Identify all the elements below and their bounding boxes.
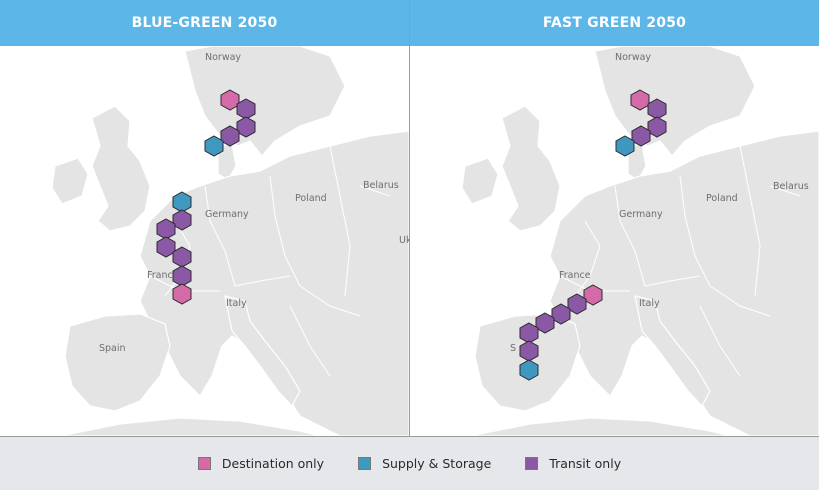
land-iberia — [64, 313, 171, 412]
land-scandinavia — [594, 46, 756, 157]
hex-transit[interactable] — [647, 116, 667, 138]
land-italy — [634, 295, 711, 408]
legend-swatch — [197, 457, 211, 470]
hex-destination[interactable] — [220, 89, 240, 111]
hex-destination[interactable] — [172, 283, 192, 305]
hex-transit[interactable] — [535, 312, 555, 334]
legend-label: Destination only — [221, 456, 325, 471]
label-ukraine: Uk — [399, 235, 409, 246]
label-norway: Norway — [205, 52, 241, 63]
land-britain — [91, 105, 151, 232]
hex-transit[interactable] — [519, 322, 539, 344]
label-germany: Germany — [205, 209, 249, 220]
hex-group-right — [519, 89, 667, 381]
europe-map[interactable]: Norway Belarus Poland Germany France Ita… — [410, 46, 819, 436]
label-belarus: Belarus — [363, 180, 399, 191]
hex-transit[interactable] — [647, 98, 667, 120]
land-italy — [224, 295, 301, 408]
panel-divider — [409, 0, 410, 436]
legend-swatch — [358, 457, 372, 470]
hex-transit[interactable] — [172, 246, 192, 268]
land-ireland — [51, 157, 89, 205]
panel-title: BLUE-GREEN 2050 — [0, 0, 409, 46]
hex-destination[interactable] — [583, 284, 603, 306]
map-svg: Norway Belarus Poland Germany France Ita… — [51, 46, 409, 436]
hex-transit[interactable] — [156, 236, 176, 258]
land-ireland — [461, 157, 499, 205]
hex-group-left — [156, 89, 256, 305]
hex-transit[interactable] — [172, 209, 192, 231]
label-poland: Poland — [295, 193, 327, 204]
label-spain: Spain — [99, 343, 126, 354]
label-france: France — [147, 270, 179, 281]
hex-transit[interactable] — [220, 125, 240, 147]
label-france: France — [559, 270, 591, 281]
hex-transit[interactable] — [236, 116, 256, 138]
land-north-africa — [59, 417, 321, 436]
map-svg: Norway Belarus Poland Germany France Ita… — [461, 46, 819, 436]
label-italy: Italy — [639, 298, 660, 309]
hex-destination[interactable] — [630, 89, 650, 111]
hex-supply[interactable] — [615, 135, 635, 157]
hex-supply[interactable] — [204, 135, 224, 157]
hex-transit[interactable] — [236, 98, 256, 120]
legend-item-transit: Transit only — [525, 456, 621, 471]
label-poland: Poland — [706, 193, 738, 204]
hex-transit[interactable] — [156, 218, 176, 240]
hex-transit[interactable] — [631, 125, 651, 147]
label-germany: Germany — [619, 209, 663, 220]
legend-label: Transit only — [549, 456, 622, 471]
legend: Destination only Supply & Storage Transi… — [0, 436, 819, 490]
legend-item-destination: Destination only — [197, 456, 325, 471]
hex-supply[interactable] — [172, 191, 192, 213]
hex-supply[interactable] — [519, 359, 539, 381]
label-belarus: Belarus — [773, 181, 809, 192]
legend-swatch — [525, 457, 539, 470]
land-continent — [549, 130, 819, 436]
hex-transit[interactable] — [172, 265, 192, 287]
land-north-africa — [469, 417, 731, 436]
panel-fast-green: FAST GREEN 2050 Norway Belarus Poland Ge… — [410, 0, 819, 436]
label-italy: Italy — [226, 298, 247, 309]
panel-title: FAST GREEN 2050 — [410, 0, 819, 46]
europe-map[interactable]: Norway Belarus Poland Germany France Ita… — [0, 46, 409, 436]
hex-transit[interactable] — [567, 293, 587, 315]
hex-transit[interactable] — [519, 340, 539, 362]
panel-blue-green: BLUE-GREEN 2050 Norway Belarus Poland Ge… — [0, 0, 409, 436]
legend-label: Supply & Storage — [382, 456, 492, 471]
hex-transit[interactable] — [551, 303, 571, 325]
label-norway: Norway — [615, 52, 651, 63]
legend-item-supply: Supply & Storage — [358, 456, 491, 471]
label-spain: S — [510, 343, 516, 354]
land-britain — [501, 105, 561, 232]
